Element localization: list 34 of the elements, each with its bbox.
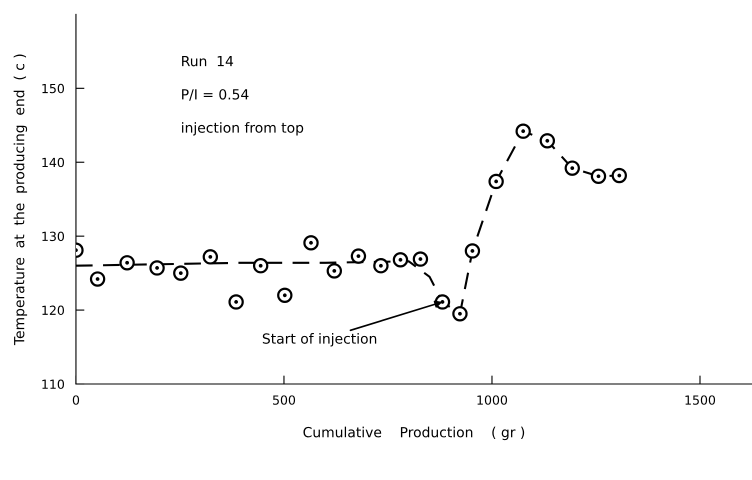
point [392,252,408,268]
annotation: Run 14 [182,56,234,66]
point [277,288,292,303]
point [303,235,319,251]
annotation: Start of injection [262,333,376,347]
point [252,258,268,274]
annotation: P/I = 0.54 [182,89,249,101]
point [452,306,468,322]
x-tick-label: 0 [72,395,80,405]
point [590,168,606,184]
y-tick-label: 110 [42,379,64,389]
point [149,260,165,276]
y-tick-label: 120 [42,306,64,316]
point [202,249,218,265]
annotation: injection from top [182,122,304,136]
x-tick-label: 1500 [685,395,716,405]
point [228,294,244,310]
x-tick-label: 500 [273,395,296,405]
point [119,255,135,270]
y-tick-label: 150 [42,84,64,94]
y-tick-label: 140 [42,158,64,168]
point [515,123,531,139]
x-tick-label: 1000 [477,395,508,405]
point [173,265,188,281]
point [612,168,627,184]
point [350,248,366,264]
y-axis-title: Temperature at the producing end ( c ) [14,54,28,346]
point [373,258,389,274]
point [540,133,556,148]
x-axis-title: Cumulative Production ( gr ) [303,426,524,440]
point [326,263,342,279]
y-tick-label: 130 [42,232,64,242]
point [412,251,428,267]
point [90,271,106,287]
